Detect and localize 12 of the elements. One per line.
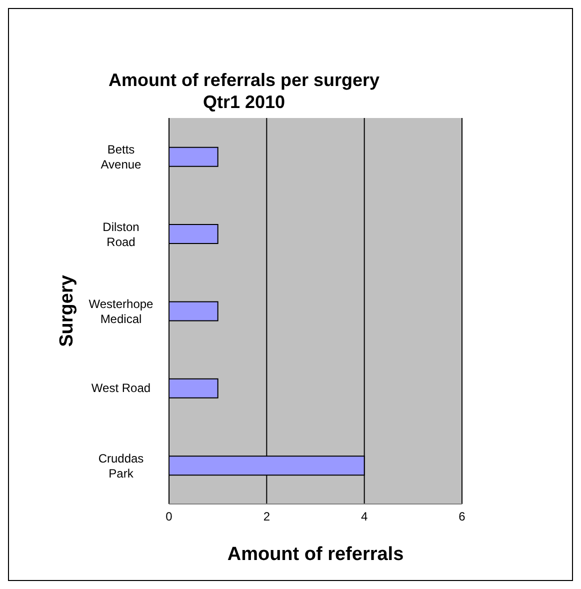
x-tick-label: 0 <box>166 510 173 524</box>
y-tick-label: West Road <box>91 381 151 396</box>
x-axis-title: Amount of referrals <box>227 544 404 565</box>
x-tick-label: 2 <box>263 510 270 524</box>
y-tick-label: Westerhope Medical <box>88 297 154 326</box>
y-tick-label: Dilston Road <box>102 220 140 249</box>
x-tick-label: 4 <box>360 510 368 524</box>
x-tick-label: 6 <box>458 510 466 524</box>
y-axis-title: Surgery <box>56 274 78 347</box>
y-tick-label: Cruddas Park <box>98 451 144 480</box>
y-tick-label: Betts Avenue <box>100 142 142 172</box>
chart-title: Amount of referrals per surgery Qtr1 2010 <box>107 69 381 113</box>
